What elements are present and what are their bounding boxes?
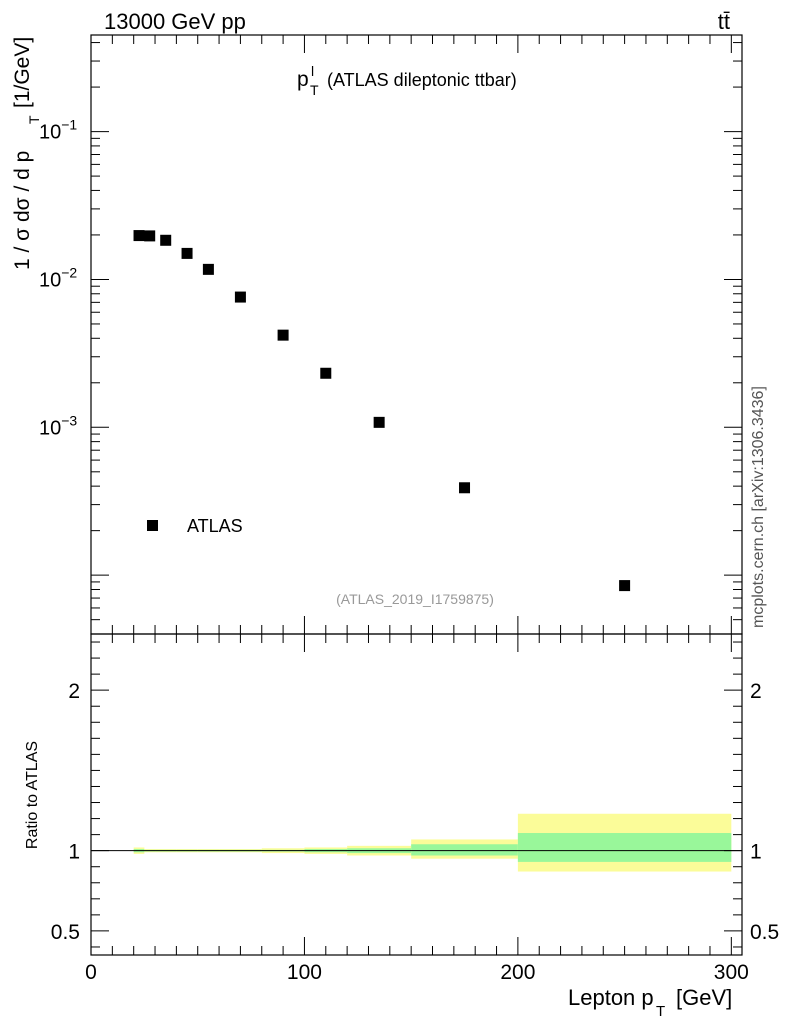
energy-label: 13000 GeV pp: [104, 9, 246, 34]
main-plot-panel: 10−1 10−2 10−3 p l T (ATLAS dileptonic ttb…: [11, 34, 743, 635]
ratio-y-tick-label-right: 1: [750, 841, 762, 864]
x-tick-label: 0: [85, 961, 97, 984]
x-axis-label: Lepton p T [GeV]: [568, 985, 732, 1020]
main-y-tick-label: 10−1: [39, 117, 77, 144]
ratio-plot-panel: 0.5 0.5 1 1 2 2 0 100 200 300 Ratio to ATLAS Lep…: [24, 633, 779, 1020]
main-y-axis-label-sub: T: [26, 115, 42, 124]
data-point: [619, 580, 631, 592]
chart-title: (ATLAS dileptonic ttbar): [327, 70, 517, 90]
x-tick-label: 300: [714, 961, 749, 984]
ratio-plot-frame: [90, 633, 743, 956]
x-tick-labels: 0 100 200 300: [85, 961, 749, 984]
main-y-tick-labels: 10−1 10−2 10−3: [39, 117, 77, 440]
watermark: mcplots.cern.ch [arXiv:1306.3436]: [750, 386, 767, 628]
chart-title-sup: l: [311, 63, 314, 79]
x-tick-label: 200: [500, 961, 535, 984]
x-axis-label-unit: [GeV]: [676, 985, 732, 1010]
data-point: [459, 482, 471, 494]
data-point: [144, 230, 156, 242]
stat-uncertainty-band: [411, 844, 518, 856]
ratio-y-tick-label: 1: [68, 841, 80, 864]
ratio-y-axis-label: Ratio to ATLAS: [24, 741, 41, 849]
ratio-axis-ticks: [90, 634, 742, 955]
chart-title-symbol: p: [297, 68, 309, 91]
x-tick-label: 100: [287, 961, 322, 984]
legend-marker-atlas: [147, 520, 158, 531]
legend: ATLAS: [147, 516, 243, 536]
chart-title-sub: T: [310, 82, 319, 98]
data-point: [181, 247, 193, 259]
main-y-axis-label-unit: [1/GeV]: [11, 37, 34, 108]
main-y-tick-label: 10−2: [39, 264, 77, 291]
main-plot-frame: [90, 34, 743, 635]
x-axis-label-text: Lepton p: [568, 985, 654, 1010]
process-label: tt̄: [718, 9, 730, 34]
x-axis-label-sub: T: [656, 1003, 665, 1020]
data-point: [234, 291, 246, 303]
main-y-axis-label: 1 / σ dσ / d p T [1/GeV]: [11, 37, 42, 270]
data-point: [277, 329, 289, 341]
data-point: [320, 367, 332, 379]
analysis-id-label: (ATLAS_2019_I1759875): [336, 591, 494, 607]
ratio-y-tick-label: 2: [68, 680, 80, 703]
data-point: [133, 230, 145, 242]
data-point: [160, 234, 172, 246]
ratio-y-tick-label-right: 2: [750, 680, 762, 703]
legend-label-atlas: ATLAS: [187, 516, 243, 536]
data-point: [202, 263, 214, 275]
ratio-y-tick-label-right: 0.5: [750, 921, 779, 944]
stat-uncertainty-band: [517, 833, 732, 862]
ratio-uncertainty-bands: [133, 813, 732, 872]
ratio-y-tick-label: 0.5: [51, 921, 80, 944]
main-axis-ticks: [90, 35, 742, 635]
data-point: [373, 416, 385, 428]
main-y-tick-label: 10−3: [39, 412, 77, 439]
ratio-tick-labels: 0.5 0.5 1 1 2 2: [51, 680, 779, 944]
main-y-axis-label-text: 1 / σ dσ / d p: [11, 151, 34, 270]
atlas-data-series: [133, 230, 631, 592]
